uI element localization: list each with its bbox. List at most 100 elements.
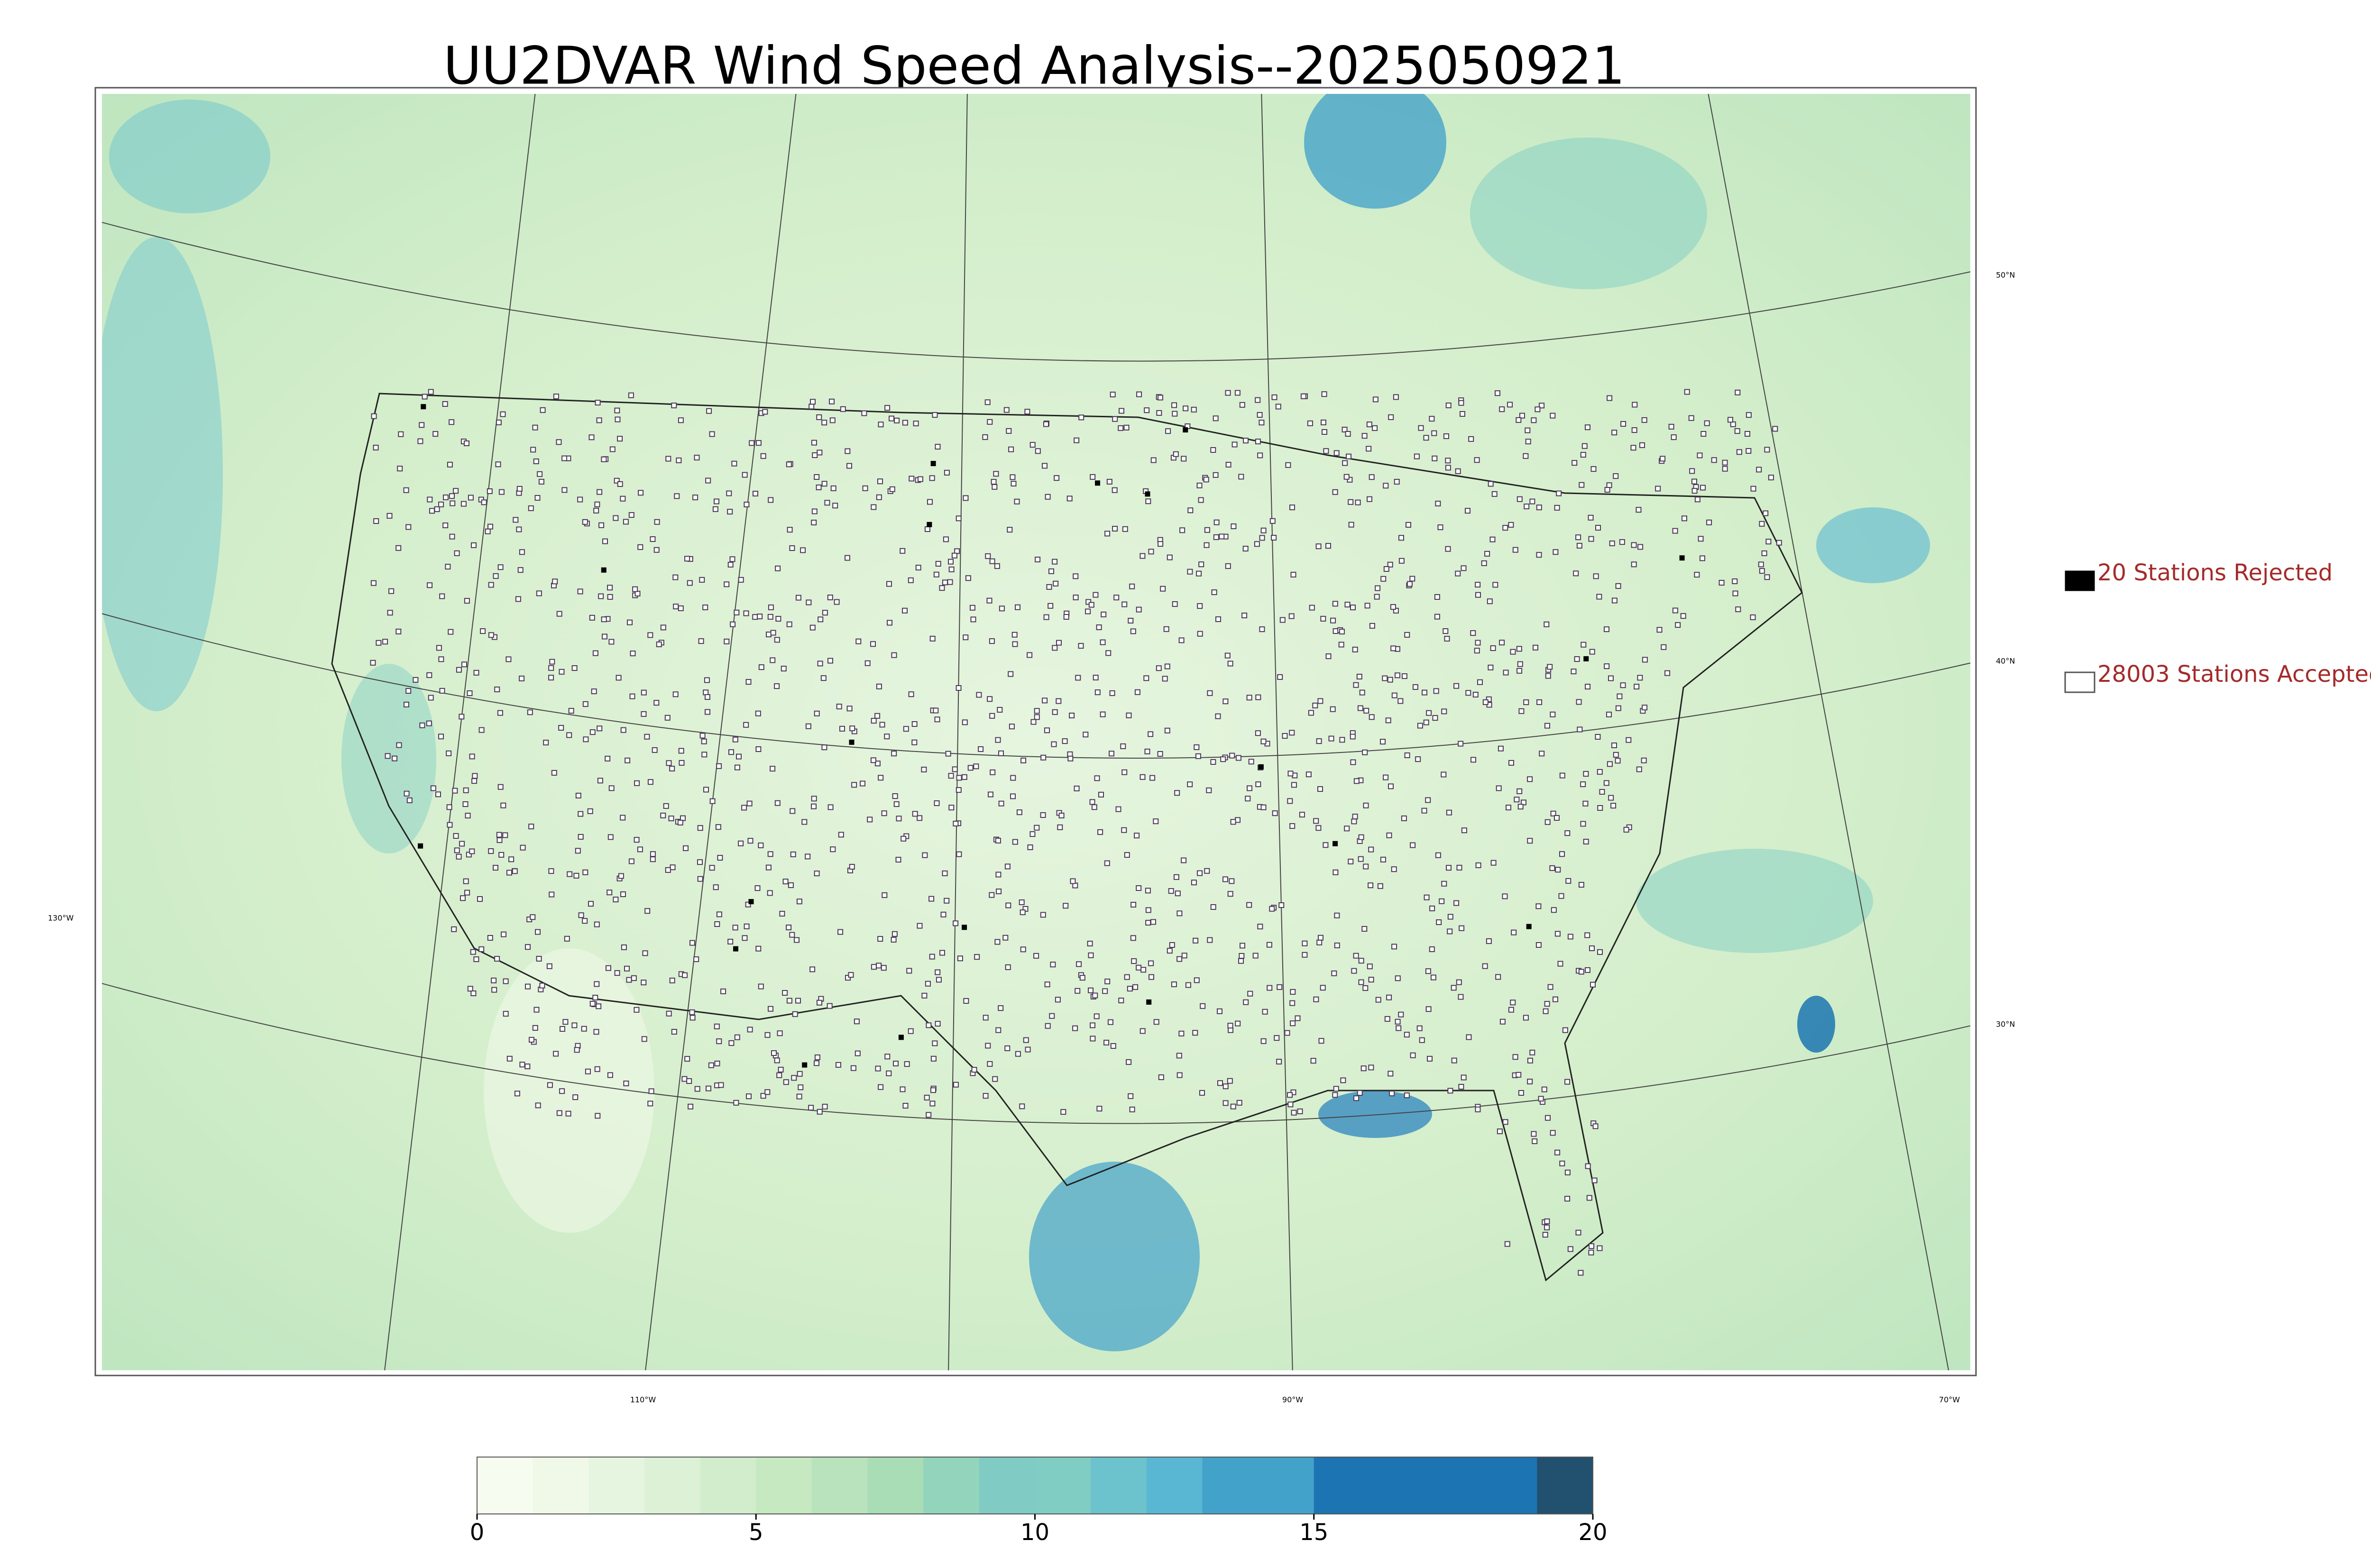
station-accepted [601,616,607,623]
station-accepted [1391,692,1397,698]
station-accepted [373,518,379,524]
station-accepted [1321,419,1326,425]
station-accepted [715,824,721,830]
station-accepted [591,688,597,695]
station-accepted [406,797,413,803]
wind-patch [109,100,270,213]
station-accepted [671,403,677,409]
station-accepted [548,675,554,681]
station-accepted [1005,964,1011,970]
station-accepted [1149,974,1154,980]
station-accepted [1333,450,1340,456]
station-accepted [559,669,565,675]
station-accepted [924,1094,930,1100]
station-accepted [1588,514,1594,521]
station-accepted [644,734,650,740]
station-accepted [535,929,541,935]
station-accepted [1465,690,1471,696]
station-accepted [575,792,581,798]
station-accepted [376,640,382,646]
colorbar-segment [756,1457,812,1514]
station-accepted [884,405,891,411]
station-accepted [1291,1110,1297,1116]
station-accepted [438,734,444,740]
station-accepted [1333,869,1339,875]
station-accepted [561,455,568,461]
station-accepted [1093,592,1099,598]
station-accepted [1176,1053,1182,1059]
station-accepted [1230,1103,1236,1110]
station-accepted [875,1065,881,1072]
station-accepted [624,965,630,972]
station-accepted [1198,561,1204,568]
station-accepted [449,419,455,425]
station-accepted [385,753,391,759]
station-accepted [1597,1245,1603,1251]
station-accepted [1461,565,1467,571]
station-accepted [1083,732,1089,738]
station-accepted [1110,1043,1116,1049]
station-accepted [427,496,433,503]
station-accepted [1529,498,1535,504]
station-accepted [929,954,935,960]
station-accepted [1518,708,1525,714]
station-accepted [1056,698,1062,704]
wind-patch [102,237,223,711]
station-accepted [1553,996,1558,1002]
station-accepted [1132,984,1139,990]
station-accepted [1096,624,1102,630]
station-accepted [1502,893,1508,899]
station-accepted [529,1036,534,1043]
station-accepted [932,412,938,418]
station-accepted [1289,730,1295,736]
station-accepted [571,665,578,671]
station-accepted [1079,975,1085,981]
station-accepted [641,980,647,986]
station-accepted [1198,497,1204,503]
station-accepted [1684,389,1690,395]
station-accepted [716,911,722,917]
station-accepted [439,593,445,599]
station-accepted [1545,673,1551,679]
station-accepted [790,851,796,857]
station-accepted [814,710,820,716]
station-accepted [572,1094,579,1100]
station-accepted [1475,862,1481,868]
station-accepted [1118,998,1124,1003]
station-rejected [601,567,607,573]
station-accepted [1316,738,1322,744]
station-accepted [1682,515,1687,522]
station-accepted [1597,805,1603,811]
station-accepted [500,411,506,417]
station-accepted [647,779,653,785]
station-accepted [1768,475,1774,481]
station-accepted [1156,665,1162,671]
station-accepted [774,800,781,806]
wind-patch [1029,1162,1200,1351]
station-accepted [1255,781,1261,788]
station-accepted [998,800,1004,807]
station-accepted [1145,907,1151,913]
station-accepted [1181,456,1187,462]
station-accepted [987,696,993,702]
station-accepted [758,664,764,670]
station-accepted [1105,650,1112,656]
station-accepted [620,891,626,897]
station-accepted [935,561,941,567]
station-accepted [1436,919,1442,925]
station-accepted [942,579,948,586]
station-accepted [1042,697,1048,704]
station-accepted [1700,485,1706,491]
station-accepted [666,760,672,766]
station-accepted [594,1066,600,1072]
station-accepted [594,921,600,927]
station-accepted [549,891,555,898]
station-accepted [1340,1077,1346,1083]
station-accepted [520,844,526,851]
station-accepted [1225,462,1231,468]
station-accepted [1279,617,1286,623]
station-accepted [1763,510,1769,516]
station-accepted [429,508,435,514]
station-accepted [577,588,583,595]
station-accepted [705,694,710,700]
